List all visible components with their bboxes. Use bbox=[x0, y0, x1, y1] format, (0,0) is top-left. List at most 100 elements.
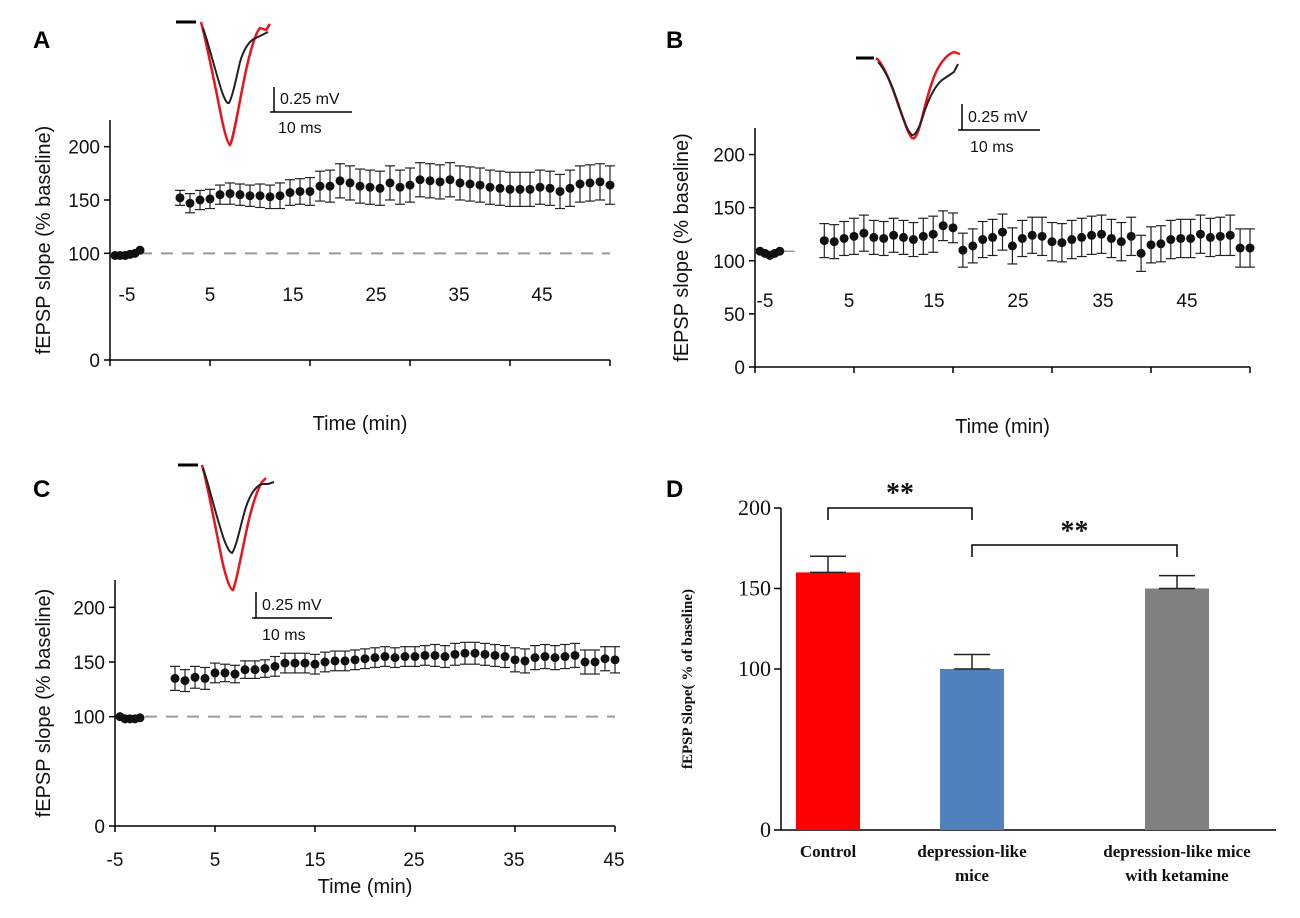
data-point bbox=[978, 235, 988, 245]
y-tick-label: 0 bbox=[760, 817, 771, 842]
y-tick-label: 150 bbox=[68, 191, 100, 212]
data-point bbox=[365, 182, 375, 192]
data-point bbox=[225, 189, 235, 199]
data-point bbox=[505, 184, 515, 194]
data-point bbox=[605, 180, 615, 190]
plot-area-c: 0 100 150 200 fEPSP slope (% baseline) Time (… bbox=[33, 580, 620, 898]
x-axis-title: Time (min) bbox=[955, 416, 1050, 438]
trace-baseline bbox=[877, 61, 959, 136]
bar bbox=[940, 669, 1004, 830]
panel-letter-c: C bbox=[33, 476, 50, 503]
x-tick-label-c-5: 5 bbox=[210, 850, 221, 871]
data-point bbox=[1176, 233, 1186, 243]
data-point bbox=[385, 178, 395, 188]
data-point bbox=[300, 658, 310, 668]
data-point bbox=[938, 221, 948, 231]
significance-bracket bbox=[971, 544, 1178, 557]
data-point bbox=[1215, 231, 1225, 241]
data-point bbox=[190, 672, 200, 682]
data-point bbox=[180, 676, 190, 686]
data-point bbox=[375, 183, 385, 193]
x-tick-label-a-m5: -5 bbox=[119, 285, 136, 306]
data-point bbox=[1017, 233, 1027, 243]
data-point bbox=[185, 198, 195, 208]
y-axis-title: fEPSP Slope( % of baseline) bbox=[680, 589, 696, 769]
data-point bbox=[1225, 230, 1235, 240]
data-point bbox=[575, 179, 585, 189]
x-tick-label-c-45: 45 bbox=[603, 850, 624, 871]
data-point bbox=[380, 652, 390, 662]
y-tick-label: 100 bbox=[713, 252, 745, 273]
x-axis-title: Time (min) bbox=[318, 876, 413, 898]
data-point bbox=[585, 178, 595, 188]
data-point bbox=[879, 233, 889, 243]
data-point bbox=[1037, 231, 1047, 241]
data-point bbox=[988, 232, 998, 242]
y-tick-label: 150 bbox=[713, 199, 745, 220]
data-point bbox=[1116, 237, 1126, 247]
y-tick-label: 0 bbox=[89, 351, 100, 372]
category-label: Control bbox=[800, 842, 857, 861]
data-point bbox=[1027, 230, 1037, 240]
data-point bbox=[560, 652, 570, 662]
data-point bbox=[170, 673, 180, 683]
data-point bbox=[455, 178, 465, 188]
x-tick-label-b-m5: -5 bbox=[757, 291, 774, 312]
data-point bbox=[899, 232, 908, 242]
data-point bbox=[1087, 230, 1097, 240]
data-point bbox=[265, 192, 275, 202]
data-point bbox=[135, 713, 145, 723]
trace-inset-b: 0.25 mV 10 ms bbox=[856, 50, 1040, 156]
data-point bbox=[305, 186, 315, 196]
data-point bbox=[400, 652, 410, 662]
plot-area-b: 0 50 100 150 200 fEPSP slope (% baseline) Time… bbox=[671, 128, 1255, 438]
y-tick-label: 100 bbox=[68, 244, 100, 265]
trace-baseline bbox=[202, 467, 275, 555]
data-point bbox=[545, 183, 555, 193]
data-point bbox=[270, 661, 280, 671]
y-tick-label: 100 bbox=[738, 656, 771, 681]
data-point bbox=[245, 191, 255, 201]
x-tick-label-b-15: 15 bbox=[923, 291, 944, 312]
plot-area-d: 0 100 150 200 fEPSP Slope( % of baseline) Con… bbox=[680, 478, 1276, 885]
data-point bbox=[565, 183, 575, 193]
panel-letter-b: B bbox=[666, 27, 683, 54]
data-point bbox=[570, 650, 580, 660]
data-point bbox=[335, 176, 345, 186]
y-tick-label: 50 bbox=[724, 305, 745, 326]
data-point bbox=[530, 653, 540, 663]
y-tick-label: 200 bbox=[713, 146, 745, 167]
data-point bbox=[450, 649, 460, 659]
data-point bbox=[280, 658, 290, 668]
data-point bbox=[1205, 232, 1215, 242]
data-point bbox=[420, 650, 430, 660]
data-point bbox=[1136, 248, 1146, 258]
x-tick-label-b-5: 5 bbox=[844, 291, 855, 312]
data-point bbox=[1077, 232, 1087, 242]
significance-label: ** bbox=[1061, 516, 1089, 547]
data-point bbox=[355, 181, 365, 191]
x-tick-label-c-m5: -5 bbox=[107, 850, 124, 871]
data-point bbox=[515, 184, 525, 194]
trace-inset-c: 0.25 mV 10 ms bbox=[178, 463, 332, 644]
data-point bbox=[325, 181, 335, 191]
trace-post-ltp bbox=[200, 464, 267, 592]
data-point bbox=[535, 182, 545, 192]
data-point bbox=[480, 649, 490, 659]
y-tick-label: 150 bbox=[738, 576, 771, 601]
data-point bbox=[425, 176, 435, 186]
data-point bbox=[250, 665, 260, 675]
panel-letter-d: D bbox=[666, 476, 683, 503]
data-point bbox=[435, 177, 445, 187]
data-point bbox=[1166, 235, 1176, 245]
data-point bbox=[320, 657, 330, 667]
data-point bbox=[540, 652, 550, 662]
panel-b: B 0.25 mV 10 ms 0 50 100 150 200 fEPSP slope … bbox=[666, 27, 1255, 438]
x-tick-label-a-35: 35 bbox=[448, 285, 469, 306]
y-tick-label: 0 bbox=[734, 358, 745, 379]
x-tick-label-c-35: 35 bbox=[503, 850, 524, 871]
data-point bbox=[210, 668, 220, 678]
data-point bbox=[1106, 233, 1116, 243]
data-point bbox=[440, 652, 450, 662]
data-point bbox=[410, 652, 420, 662]
